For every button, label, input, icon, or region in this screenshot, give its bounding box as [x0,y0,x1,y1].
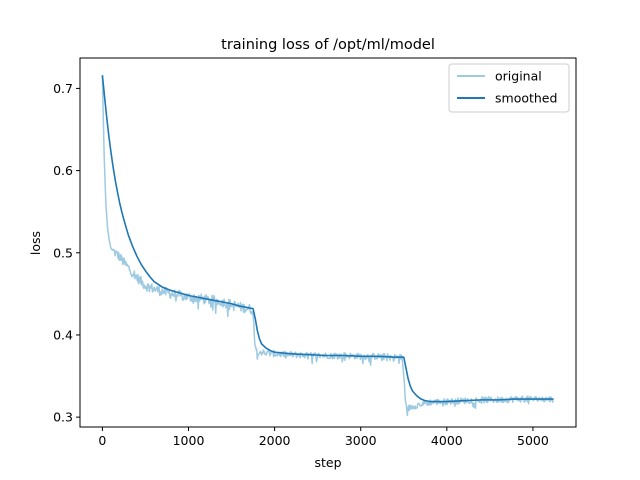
y-tick-label: 0.4 [53,327,73,342]
plot-area [101,75,554,417]
legend: original smoothed [448,63,570,113]
x-tick-label: 2000 [259,433,291,448]
y-axis: 0.3 0.4 0.5 0.6 0.7 [53,81,80,425]
x-tick-label: 4000 [431,433,463,448]
series-line-original [101,75,554,417]
y-tick-label: 0.6 [53,163,73,178]
y-tick-label: 0.7 [53,81,73,96]
x-axis-label: step [314,455,341,470]
series-line-smoothed [101,75,554,403]
x-tick-label: 0 [98,433,106,448]
axes-frame [79,57,577,428]
chart-title: training loss of /opt/ml/model [221,37,435,53]
y-tick-label: 0.3 [53,410,73,425]
y-tick-label: 0.5 [53,245,73,260]
x-tick-label: 3000 [345,433,377,448]
x-axis: 0 1000 2000 3000 4000 5000 [98,427,549,448]
legend-entry-smoothed: smoothed [495,91,557,106]
x-tick-label: 1000 [173,433,205,448]
legend-entry-original: original [495,69,542,84]
x-tick-label: 5000 [517,433,549,448]
y-axis-label: loss [28,231,43,255]
